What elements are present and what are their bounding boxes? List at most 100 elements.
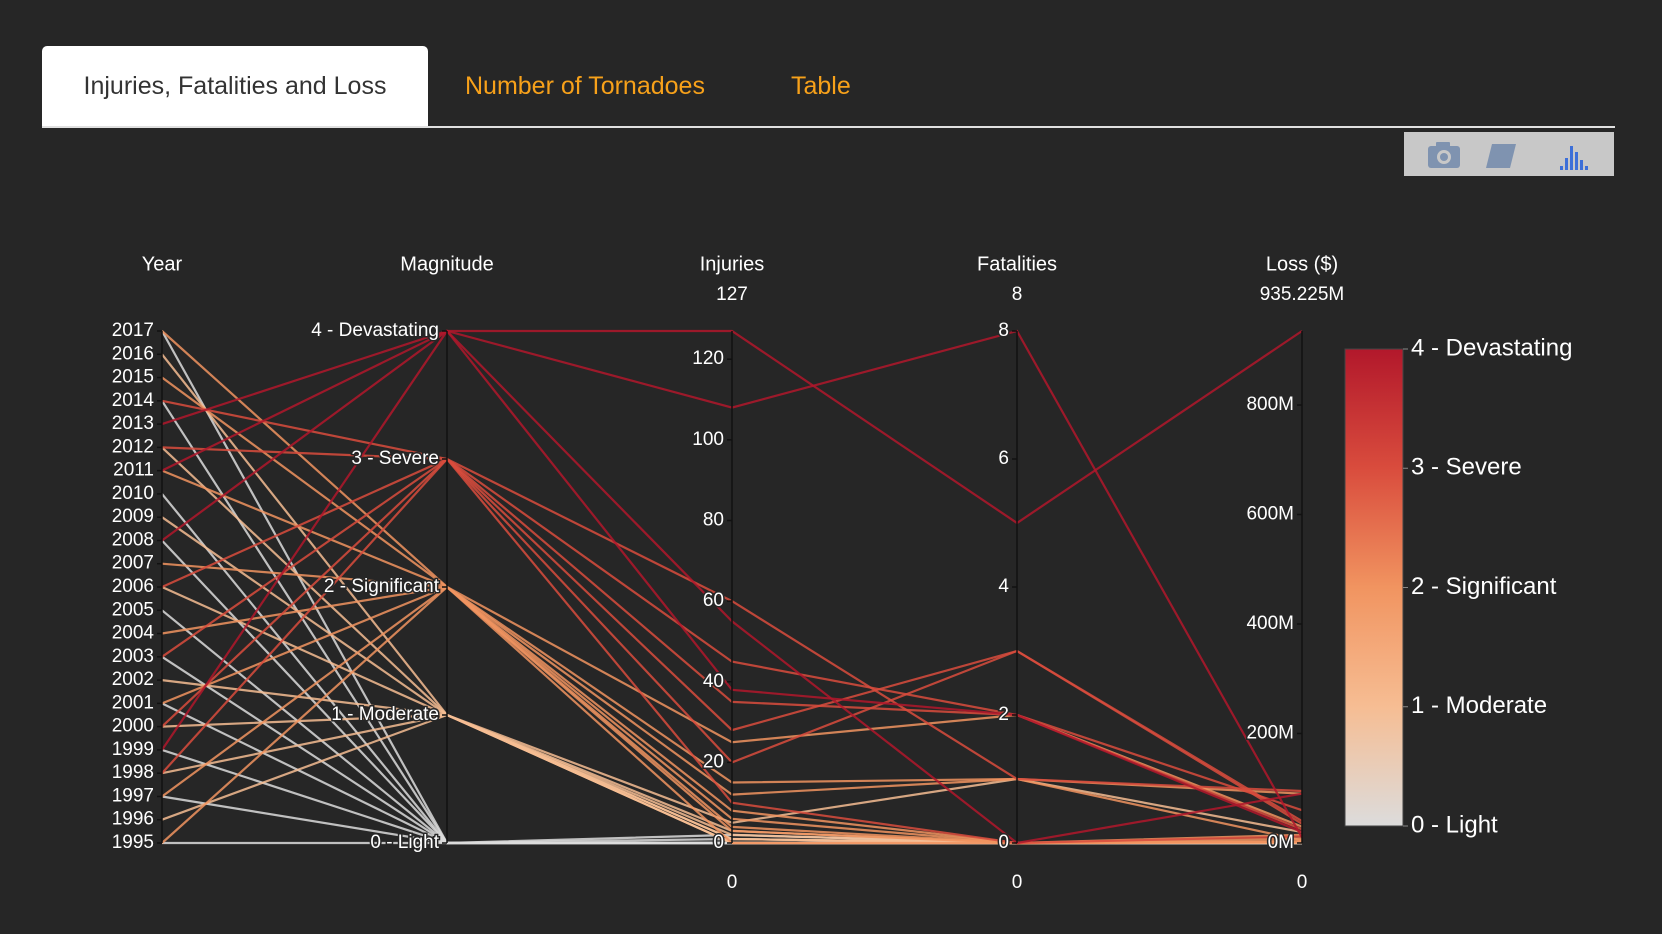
tick-label: 2008 <box>112 529 154 550</box>
tick-label: 2011 <box>113 460 154 481</box>
tab-underline <box>42 126 1615 128</box>
tick-label: 8 <box>998 320 1009 341</box>
tick-label: 600M <box>1246 504 1294 525</box>
data-line <box>161 457 1303 823</box>
tick-label: 4 <box>998 576 1009 597</box>
axis-title: Magnitude <box>400 253 493 275</box>
data-line <box>161 562 1303 828</box>
data-line <box>161 585 1303 845</box>
data-line <box>161 539 1302 845</box>
tick-label: 40 <box>703 671 724 692</box>
tick-label: 2004 <box>112 623 155 644</box>
tick-label: 3 - Severe <box>351 448 439 469</box>
data-line <box>161 329 1303 839</box>
tick-label: 1 - Moderate <box>331 704 439 725</box>
data-line <box>161 702 1302 845</box>
data-line <box>161 457 1303 793</box>
tick-label: 100 <box>692 429 724 450</box>
tick-label: 20 <box>703 751 724 772</box>
tick-label: 400M <box>1246 613 1294 634</box>
camera-button[interactable] <box>1428 142 1460 168</box>
data-line <box>161 376 1303 795</box>
axis-title: Year <box>142 253 183 275</box>
data-line <box>161 353 1303 845</box>
data-line <box>161 609 1302 845</box>
tick-label: 2006 <box>112 576 154 597</box>
colorbar-label: 2 - Significant <box>1411 573 1557 600</box>
data-line <box>161 679 1303 845</box>
data-line <box>161 400 1302 845</box>
tab[interactable]: Injuries, Fatalities and Loss <box>42 46 428 127</box>
tick-label: 2000 <box>112 716 154 737</box>
data-line <box>161 585 1303 842</box>
tick-label: 1998 <box>112 762 154 783</box>
tick-label: 2005 <box>112 599 154 620</box>
lines <box>161 329 1303 845</box>
data-line <box>161 330 1303 845</box>
tick-label: 60 <box>703 590 724 611</box>
tick-label: 2014 <box>112 390 155 411</box>
colorbar-label: 1 - Moderate <box>1411 692 1547 719</box>
data-line <box>161 329 1303 845</box>
data-line <box>161 713 1303 845</box>
data-line <box>161 655 1302 845</box>
modebar-icons <box>1428 142 1588 170</box>
tick-label: 200M <box>1246 723 1294 744</box>
data-line <box>161 795 1302 845</box>
data-line <box>161 399 1303 825</box>
range-max-label: 8 <box>1012 284 1023 305</box>
tick-label: 4 - Devastating <box>311 320 439 341</box>
tick-label: 2010 <box>112 483 154 504</box>
data-line <box>161 516 1303 845</box>
range-min-label: 0 <box>1297 872 1308 893</box>
tick-label: 2 - Significant <box>324 576 440 597</box>
tick-label: 2012 <box>112 436 154 457</box>
edit-button[interactable] <box>1486 144 1516 168</box>
data-line <box>161 330 1302 845</box>
data-line <box>161 713 1303 845</box>
tick-label: 6 <box>998 448 1009 469</box>
tick-label: 0 - Light <box>370 832 439 853</box>
data-line <box>161 585 1303 845</box>
tick-label: 2009 <box>112 506 154 527</box>
data-line <box>161 585 1303 845</box>
tab[interactable]: Number of Tornadoes <box>465 72 705 100</box>
tick-label: 2 <box>998 704 1009 725</box>
range-max-label: 935.225M <box>1260 284 1345 305</box>
tick-label: 1997 <box>112 785 154 806</box>
tick-label: 2016 <box>112 343 154 364</box>
data-line <box>161 493 1302 845</box>
tick-label: 2003 <box>112 646 154 667</box>
colorbar-label: 3 - Severe <box>1411 454 1522 481</box>
colorbar <box>1344 348 1404 827</box>
tick-label: 1996 <box>112 809 154 830</box>
tick-label: 2015 <box>112 367 154 388</box>
range-min-label: 0 <box>727 872 738 893</box>
tick-label: 0 <box>713 832 724 853</box>
range-max-label: 127 <box>716 284 748 305</box>
axis-title: Injuries <box>700 253 764 275</box>
tick-label: 80 <box>703 509 724 530</box>
colorbar-label: 0 - Light <box>1411 811 1498 838</box>
tick-label: 2017 <box>112 320 154 341</box>
tick-label: 800M <box>1246 394 1294 415</box>
tick-label: 0M <box>1268 832 1294 853</box>
tick-label: 1999 <box>112 739 154 760</box>
plotly-logo[interactable] <box>1560 146 1588 170</box>
tab[interactable]: Table <box>791 72 851 100</box>
data-line <box>161 446 1303 812</box>
tick-label: 2002 <box>112 669 154 690</box>
tick-label: 1995 <box>112 832 154 853</box>
modebar <box>1404 132 1614 176</box>
tick-label: 2001 <box>112 692 154 713</box>
tick-label: 120 <box>692 348 724 369</box>
data-line <box>161 329 1303 834</box>
data-line <box>161 748 1302 845</box>
data-line <box>161 329 1303 525</box>
data-line <box>161 585 1303 845</box>
tick-label: 2007 <box>112 553 154 574</box>
tick-label: 0 <box>998 832 1009 853</box>
axis-title: Fatalities <box>977 253 1057 275</box>
range-min-label: 0 <box>1012 872 1023 893</box>
